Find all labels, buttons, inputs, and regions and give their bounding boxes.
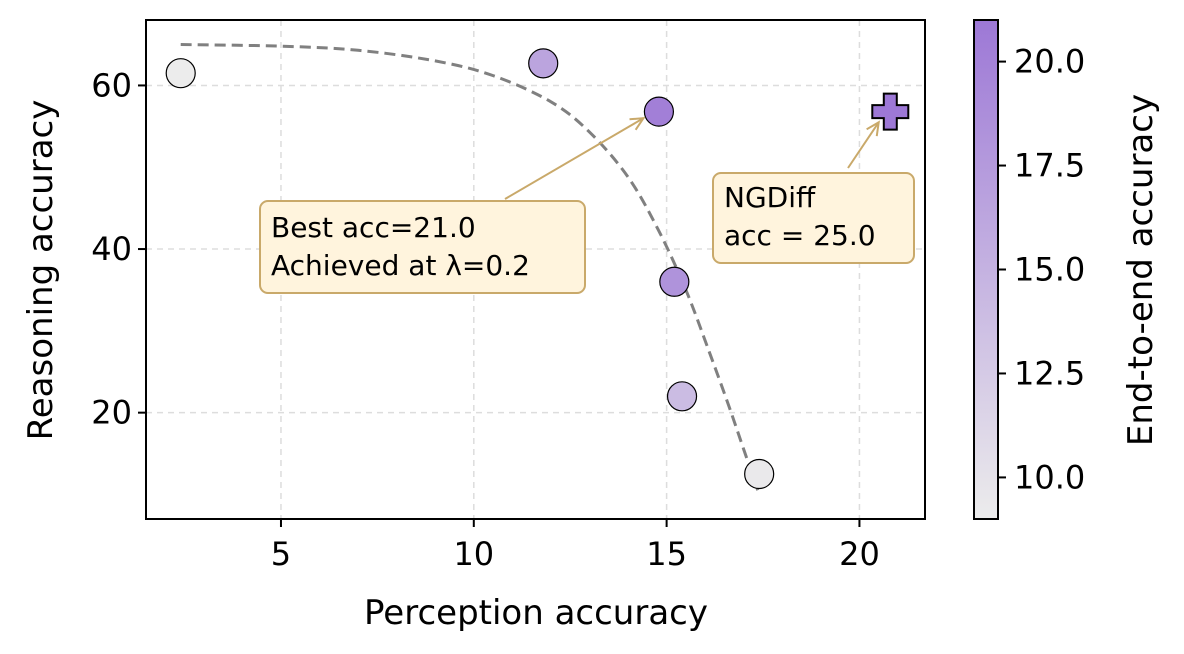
x-tick-label: 10 [453,535,494,573]
colorbar-ticks: 10.0 12.5 15.0 17.5 20.0 [998,43,1085,496]
annotation-text: Achieved at λ=0.2 [271,249,530,282]
colorbar: 10.0 12.5 15.0 17.5 20.0 End-to-end accuracy [973,19,1161,520]
scatter-point [744,458,775,490]
colorbar-tick-label: 20.0 [1014,43,1085,81]
x-axis: 5 10 15 20 [271,519,880,573]
y-tick-label: 20 [91,394,132,432]
x-tick-label: 20 [839,535,880,573]
x-tick-label: 15 [646,535,687,573]
y-tick-label: 60 [91,66,132,104]
colorbar-tick-label: 15.0 [1014,251,1085,289]
colorbar-tick-label: 10.0 [1014,458,1085,496]
scatter-point [165,58,196,89]
annotation-text: acc = 25.0 [724,219,876,252]
annotation-box [259,200,586,294]
annotation-arrow [847,121,880,169]
scatter-point [528,48,559,79]
colorbar-label: End-to-end accuracy [1121,94,1161,446]
colorbar-tick-label: 17.5 [1014,147,1085,185]
scatter-points [165,48,910,490]
annotation-arrowhead [866,120,881,137]
x-tick-label: 5 [271,535,291,573]
annotation-text: Best acc=21.0 [271,211,476,244]
annotation-box [712,172,915,264]
scatter-point [643,96,675,127]
annotation-text: NGDiff [724,181,816,214]
annotation-arrow [504,117,644,200]
ngdiff-marker [871,92,910,131]
y-axis: 20 40 60 [91,66,146,432]
scatter-point [659,266,690,297]
plot-frame [145,19,926,520]
colorbar-tick-label: 12.5 [1014,354,1085,392]
colorbar-gradient [973,19,999,520]
frontier-curve [180,43,761,495]
annotations: Best acc=21.0 Achieved at λ=0.2 NGDiff acc … [259,117,915,294]
x-axis-label: Perception accuracy [364,593,708,633]
annotation-arrowhead [629,117,646,131]
y-axis-label: Reasoning accuracy [21,100,61,441]
scatter-point [666,381,698,412]
y-tick-label: 40 [91,230,132,268]
